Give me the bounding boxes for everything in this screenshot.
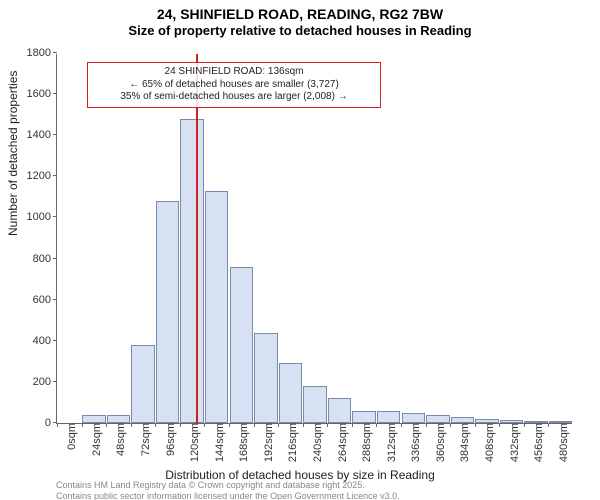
x-tick-mark <box>57 423 58 427</box>
y-tick-label: 400 <box>33 335 57 347</box>
y-tick-mark <box>53 134 57 135</box>
footer-line2: Contains public sector information licen… <box>56 491 400 500</box>
y-tick-label: 1400 <box>27 129 57 141</box>
x-tick-label: 288sqm <box>355 423 373 462</box>
x-tick-mark <box>106 423 107 427</box>
x-tick-mark <box>548 423 549 427</box>
annotation-box: 24 SHINFIELD ROAD: 136sqm← 65% of detach… <box>87 62 381 108</box>
histogram-bar <box>352 411 375 423</box>
x-tick-mark <box>376 423 377 427</box>
histogram-bar <box>328 398 351 423</box>
histogram-bar <box>402 413 425 423</box>
x-tick-label: 360sqm <box>429 423 447 462</box>
chart-title-line2: Size of property relative to detached ho… <box>0 23 600 39</box>
histogram-bar <box>426 415 449 423</box>
chart-plot-area: 0200400600800100012001400160018000sqm24s… <box>56 54 572 424</box>
x-tick-mark <box>229 423 230 427</box>
y-tick-mark <box>53 216 57 217</box>
x-tick-mark <box>450 423 451 427</box>
y-axis-label: Number of detached properties <box>6 71 20 236</box>
y-tick-label: 1800 <box>27 47 57 59</box>
histogram-bar <box>180 119 203 423</box>
histogram-bar <box>205 191 228 423</box>
histogram-bar <box>303 386 326 423</box>
histogram-bar <box>254 333 277 423</box>
histogram-bar <box>82 415 105 423</box>
y-tick-label: 200 <box>33 376 57 388</box>
x-tick-mark <box>254 423 255 427</box>
chart-container: 24, SHINFIELD ROAD, READING, RG2 7BW Siz… <box>0 6 600 500</box>
x-tick-mark <box>131 423 132 427</box>
x-tick-label: 336sqm <box>404 423 422 462</box>
y-tick-mark <box>53 299 57 300</box>
x-tick-label: 72sqm <box>134 423 152 456</box>
histogram-bar <box>156 201 179 423</box>
x-tick-mark <box>180 423 181 427</box>
x-tick-mark <box>524 423 525 427</box>
annotation-line: 24 SHINFIELD ROAD: 136sqm <box>94 66 374 79</box>
chart-title-line1: 24, SHINFIELD ROAD, READING, RG2 7BW <box>0 6 600 23</box>
x-tick-label: 48sqm <box>109 423 127 456</box>
x-tick-mark <box>155 423 156 427</box>
y-tick-mark <box>53 381 57 382</box>
x-tick-mark <box>352 423 353 427</box>
x-tick-label: 408sqm <box>478 423 496 462</box>
x-tick-label: 96sqm <box>159 423 177 456</box>
x-tick-mark <box>426 423 427 427</box>
x-tick-label: 480sqm <box>552 423 570 462</box>
x-tick-mark <box>303 423 304 427</box>
y-tick-mark <box>53 340 57 341</box>
y-tick-label: 600 <box>33 294 57 306</box>
x-tick-label: 240sqm <box>306 423 324 462</box>
x-tick-mark <box>278 423 279 427</box>
y-tick-mark <box>53 93 57 94</box>
x-tick-label: 264sqm <box>331 423 349 462</box>
x-tick-label: 0sqm <box>60 423 78 450</box>
reference-line <box>196 54 198 423</box>
x-tick-mark <box>327 423 328 427</box>
x-tick-label: 432sqm <box>503 423 521 462</box>
x-tick-label: 24sqm <box>85 423 103 456</box>
x-tick-mark <box>475 423 476 427</box>
annotation-line: 35% of semi-detached houses are larger (… <box>94 91 374 104</box>
x-tick-mark <box>401 423 402 427</box>
footer-attribution: Contains HM Land Registry data © Crown c… <box>56 480 400 500</box>
x-tick-label: 216sqm <box>281 423 299 462</box>
histogram-bar <box>279 363 302 423</box>
x-tick-label: 384sqm <box>453 423 471 462</box>
y-tick-mark <box>53 52 57 53</box>
y-tick-label: 1600 <box>27 88 57 100</box>
x-tick-label: 144sqm <box>208 423 226 462</box>
footer-line1: Contains HM Land Registry data © Crown c… <box>56 480 400 491</box>
x-tick-label: 456sqm <box>527 423 545 462</box>
annotation-line: ← 65% of detached houses are smaller (3,… <box>94 79 374 92</box>
histogram-bar <box>107 415 130 423</box>
histogram-bar <box>230 267 253 423</box>
y-tick-label: 1200 <box>27 170 57 182</box>
histogram-bar <box>131 345 154 423</box>
histogram-bar <box>377 411 400 423</box>
x-tick-mark <box>204 423 205 427</box>
x-tick-label: 120sqm <box>183 423 201 462</box>
x-tick-label: 312sqm <box>380 423 398 462</box>
y-tick-label: 1000 <box>27 211 57 223</box>
x-tick-mark <box>499 423 500 427</box>
y-tick-label: 800 <box>33 253 57 265</box>
y-tick-mark <box>53 258 57 259</box>
x-tick-label: 168sqm <box>232 423 250 462</box>
y-tick-mark <box>53 175 57 176</box>
x-tick-mark <box>82 423 83 427</box>
y-tick-label: 0 <box>45 417 57 429</box>
x-tick-label: 192sqm <box>257 423 275 462</box>
